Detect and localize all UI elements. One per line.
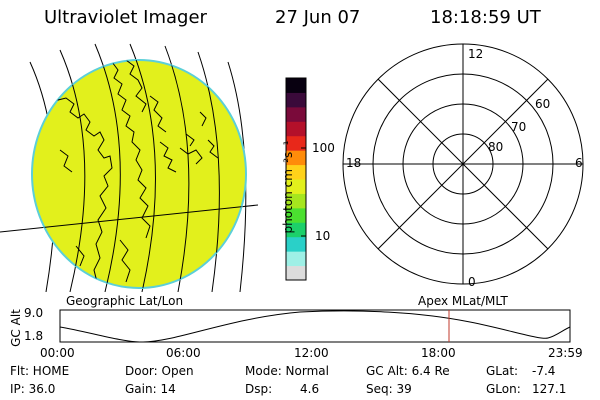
- info-glat-label: GLat:: [486, 364, 519, 378]
- polar-ring-80: 80: [488, 140, 504, 154]
- colorbar-segment: [286, 265, 306, 281]
- info-gc-alt: GC Alt: 6.4 Re: [366, 364, 450, 378]
- polar-label-6: 6: [575, 156, 583, 170]
- coastlines: [39, 60, 219, 287]
- colorbar-segment: [286, 135, 306, 151]
- info-mode: Mode: Normal: [245, 364, 329, 378]
- polar-ring-70: 70: [511, 120, 527, 134]
- info-seq: Seq: 39: [366, 382, 412, 396]
- colorbar-segment: [286, 92, 306, 108]
- timeline-left-title: Geographic Lat/Lon: [66, 294, 184, 308]
- timeline-x-tick-1: 06:00: [166, 346, 201, 360]
- info-ip: IP: 36.0: [10, 382, 56, 396]
- instrument-title: Ultraviolet Imager: [44, 7, 207, 28]
- time-label: 18:18:59 UT: [430, 7, 541, 28]
- info-flt: Flt: HOME: [10, 364, 70, 378]
- colorbar-segment: [286, 150, 306, 166]
- colorbar-tick-10: 10: [315, 229, 331, 243]
- info-dsp-label: Dsp:: [245, 382, 273, 396]
- timeline-x-tick-3: 18:00: [421, 346, 456, 360]
- timeline-x-tick-0: 00:00: [40, 346, 75, 360]
- polar-ring-60: 60: [535, 97, 551, 111]
- colorbar-segment: [286, 121, 306, 137]
- colorbar-segment: [286, 179, 306, 194]
- info-glat-value: -7.4: [532, 364, 556, 378]
- altitude-curve: [59, 310, 571, 343]
- timeline-x-tick-2: 12:00: [294, 346, 329, 360]
- colorbar-segment: [286, 222, 306, 238]
- colorbar: [285, 77, 307, 281]
- info-door: Door: Open: [125, 364, 194, 378]
- colorbar-segment: [286, 207, 306, 223]
- timeline-y-tick-bottom: 1.8: [24, 329, 44, 343]
- colorbar-segment: [286, 236, 306, 252]
- info-gain: Gain: 14: [125, 382, 176, 396]
- timeline-y-tick-top: 9.0: [24, 306, 44, 320]
- colorbar-segment: [286, 78, 306, 93]
- polar-label-12: 12: [468, 47, 484, 61]
- date-label: 27 Jun 07: [275, 7, 361, 28]
- info-glon-label: GLon:: [486, 382, 521, 396]
- info-dsp-value: 4.6: [300, 382, 320, 396]
- polar-label-18: 18: [346, 156, 362, 170]
- timeline-x-tick-4: 23:59: [548, 346, 583, 360]
- info-glon-value: 127.1: [532, 382, 567, 396]
- colorbar-segment: [286, 193, 306, 209]
- polar-label-0: 0: [468, 275, 476, 289]
- colorbar-tick-100: 100: [312, 141, 335, 155]
- timeline-right-title: Apex MLat/MLT: [418, 294, 508, 308]
- colorbar-segment: [286, 106, 306, 122]
- earth-disc: [31, 59, 247, 289]
- colorbar-segment: [286, 251, 306, 267]
- colorbar-segment: [286, 164, 306, 180]
